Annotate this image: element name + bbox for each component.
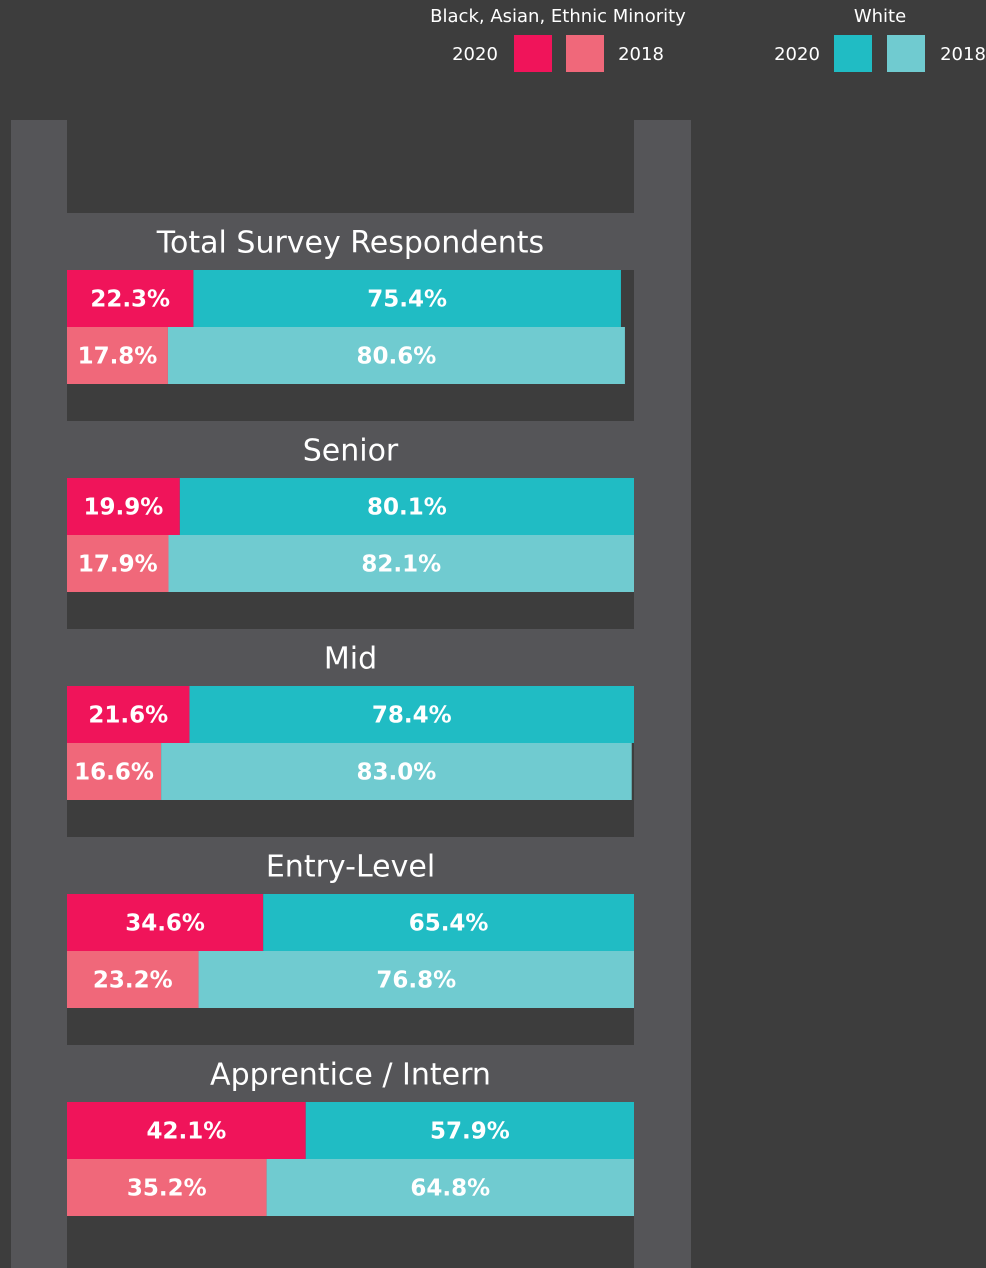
value-label: 75.4% [367, 287, 447, 313]
bar-segment [67, 1102, 306, 1159]
value-label: 19.9% [84, 495, 164, 521]
category-header [67, 1045, 634, 1102]
value-label: 17.8% [78, 344, 158, 370]
category-title: Entry-Level [266, 850, 435, 885]
category-header [67, 213, 634, 270]
value-label: 57.9% [430, 1119, 510, 1145]
bar-segment [168, 535, 635, 592]
category-header [67, 421, 634, 478]
value-label: 21.6% [88, 703, 168, 729]
legend-label: 2020 [452, 44, 498, 65]
bar-segment [67, 951, 199, 1008]
value-label: 23.2% [93, 968, 173, 994]
bar-segment [189, 686, 635, 743]
value-label: 78.4% [372, 703, 452, 729]
value-label: 82.1% [361, 552, 441, 578]
value-label: 42.1% [146, 1119, 226, 1145]
bar-segment [67, 327, 168, 384]
legend-swatch [834, 35, 872, 72]
legend-label: 2020 [774, 44, 820, 65]
category-title: Mid [324, 642, 377, 677]
category-title: Senior [303, 434, 399, 469]
category-header [67, 629, 634, 686]
bar-segment [266, 1159, 634, 1216]
legend-label: 2018 [940, 44, 986, 65]
value-label: 34.6% [125, 911, 205, 937]
bar-segment [67, 894, 264, 951]
value-label: 16.6% [74, 760, 154, 786]
legend-swatch [514, 35, 552, 72]
bar-segment [67, 1159, 267, 1216]
bar-segment [67, 743, 162, 800]
left-pillar [11, 120, 67, 1268]
bar-segment [67, 686, 190, 743]
bar-segment [67, 478, 180, 535]
legend-title: White [854, 6, 906, 27]
bar-segment [167, 327, 625, 384]
value-label: 17.9% [78, 552, 158, 578]
legend-swatch [566, 35, 604, 72]
legend-title: Black, Asian, Ethnic Minority [430, 6, 686, 27]
bar-segment [179, 478, 634, 535]
value-label: 83.0% [357, 760, 437, 786]
bar-segment [67, 535, 169, 592]
value-label: 65.4% [409, 911, 489, 937]
bar-segment [67, 270, 194, 327]
value-label: 80.6% [357, 344, 437, 370]
bar-segment [263, 894, 634, 951]
value-label: 76.8% [376, 968, 456, 994]
bar-segment [305, 1102, 634, 1159]
category-title: Apprentice / Intern [210, 1058, 491, 1093]
bar-segment [161, 743, 632, 800]
value-label: 22.3% [90, 287, 170, 313]
value-label: 80.1% [367, 495, 447, 521]
legend-label: 2018 [618, 44, 664, 65]
bar-segment [198, 951, 634, 1008]
category-header [67, 837, 634, 894]
legend-swatch [887, 35, 925, 72]
bar-segment [193, 270, 621, 327]
category-title: Total Survey Respondents [156, 226, 544, 261]
right-pillar [634, 120, 691, 1268]
value-label: 64.8% [410, 1176, 490, 1202]
value-label: 35.2% [127, 1176, 207, 1202]
